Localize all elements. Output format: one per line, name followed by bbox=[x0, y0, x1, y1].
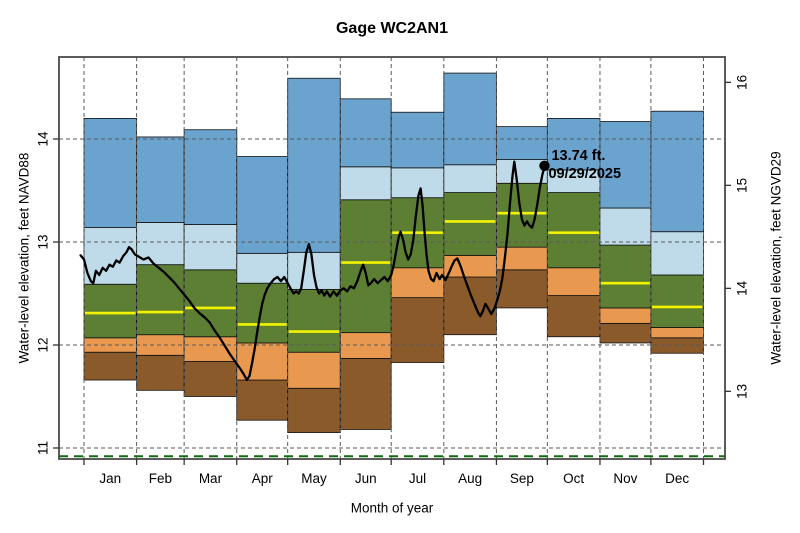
right-tick-label-16: 16 bbox=[735, 75, 750, 90]
month-label-Oct: Oct bbox=[563, 471, 584, 486]
left-tick-label-14: 14 bbox=[36, 131, 51, 147]
band-p75-p90-Jun bbox=[339, 166, 392, 201]
band-p90-max-Oct bbox=[546, 118, 601, 171]
band-p90-max-Jul bbox=[390, 111, 445, 169]
month-label-Mar: Mar bbox=[199, 471, 223, 486]
month-label-Aug: Aug bbox=[458, 471, 482, 486]
band-p75-p90-Feb bbox=[136, 222, 185, 266]
band-p90-max-Nov bbox=[599, 121, 652, 209]
left-axis: 11 12 13 14 bbox=[36, 131, 59, 455]
band-p75-p90-Jul bbox=[390, 167, 445, 199]
right-tick-label-13: 13 bbox=[735, 384, 750, 399]
annotation-date-label: 09/29/2025 bbox=[548, 166, 621, 182]
band-p10-p25-Dec bbox=[650, 327, 704, 339]
band-min-p10-Feb bbox=[136, 354, 185, 391]
band-p90-max-Jun bbox=[339, 98, 392, 168]
band-min-p10-Jan bbox=[83, 351, 138, 381]
band-p25-p75-Nov bbox=[599, 244, 652, 309]
band-min-p10-Sep bbox=[496, 269, 548, 309]
gridlines bbox=[59, 57, 725, 459]
month-label-Jan: Jan bbox=[99, 471, 121, 486]
band-p25-p75-Jan bbox=[83, 283, 138, 339]
band-p10-p25-Jul bbox=[390, 267, 445, 299]
band-p90-max-Mar bbox=[183, 129, 238, 225]
left-axis-title: Water-level elevation, feet NAVD88 bbox=[16, 152, 32, 364]
band-p25-p75-Dec bbox=[650, 274, 704, 328]
left-tick-label-13: 13 bbox=[36, 234, 51, 249]
band-p90-max-Apr bbox=[236, 156, 289, 254]
left-tick-label-11: 11 bbox=[36, 441, 51, 455]
band-p90-max-Aug bbox=[443, 72, 497, 166]
x-axis-title: Month of year bbox=[350, 500, 434, 516]
band-min-p10-Apr bbox=[236, 379, 289, 421]
band-p25-p75-Jun bbox=[339, 199, 392, 334]
plot-frame bbox=[58, 56, 726, 460]
band-min-p10-Oct bbox=[546, 295, 601, 338]
band-p90-max-Feb bbox=[136, 136, 185, 223]
right-axis-title: Water-level elevation, feet NGVD29 bbox=[768, 151, 784, 365]
right-tick-label-15: 15 bbox=[735, 178, 750, 193]
month-label-Apr: Apr bbox=[252, 471, 274, 486]
left-tick-label-12: 12 bbox=[36, 337, 51, 352]
band-p25-p75-Oct bbox=[546, 192, 601, 269]
band-min-p10-Jun bbox=[339, 357, 392, 430]
month-label-Jul: Jul bbox=[409, 471, 426, 486]
current-water-level-line bbox=[79, 160, 546, 382]
band-min-p10-Nov bbox=[599, 322, 652, 344]
right-tick-label-14: 14 bbox=[735, 280, 750, 296]
band-p75-p90-Jan bbox=[83, 227, 138, 285]
band-p10-p25-Mar bbox=[183, 336, 238, 362]
band-p10-p25-Jun bbox=[339, 332, 392, 359]
band-p25-p75-Apr bbox=[236, 282, 289, 344]
month-label-Dec: Dec bbox=[665, 471, 689, 486]
band-p90-max-May bbox=[287, 77, 341, 253]
x-axis: Jan Feb Mar Apr May Jun Jul Aug Sep Oct Nov Dec bbox=[83, 459, 705, 486]
band-p90-max-Sep bbox=[496, 126, 548, 160]
annotation-value-label: 13.74 ft. bbox=[551, 148, 605, 164]
latest-value-dot bbox=[539, 160, 550, 171]
month-label-Sep: Sep bbox=[510, 471, 534, 486]
band-min-p10-May bbox=[287, 387, 341, 433]
month-label-Nov: Nov bbox=[613, 471, 637, 486]
month-label-Jun: Jun bbox=[355, 471, 377, 486]
right-axis: 13 14 15 16 bbox=[725, 75, 750, 399]
band-min-p10-Dec bbox=[650, 337, 704, 354]
band-p75-p90-Aug bbox=[443, 164, 497, 193]
chart-title: Gage WC2AN1 bbox=[335, 20, 449, 37]
band-p90-max-Jan bbox=[83, 118, 138, 228]
band-p10-p25-Oct bbox=[546, 267, 601, 296]
band-p75-p90-Sep bbox=[496, 159, 548, 184]
band-min-p10-Jul bbox=[390, 297, 445, 363]
band-p25-p75-Feb bbox=[136, 264, 185, 336]
band-p10-p25-Nov bbox=[599, 307, 652, 324]
percentile-bands bbox=[83, 72, 704, 433]
band-p25-p75-Aug bbox=[443, 192, 497, 256]
band-p25-p75-May bbox=[287, 288, 341, 353]
month-label-Feb: Feb bbox=[149, 471, 172, 486]
band-p75-p90-Mar bbox=[183, 224, 238, 271]
band-min-p10-Mar bbox=[183, 361, 238, 397]
month-label-May: May bbox=[301, 471, 327, 486]
band-p90-max-Dec bbox=[650, 110, 704, 233]
band-min-p10-Aug bbox=[443, 276, 497, 336]
band-p10-p25-May bbox=[287, 351, 341, 389]
band-p75-p90-Nov bbox=[599, 207, 652, 246]
band-p75-p90-Dec bbox=[650, 231, 704, 276]
